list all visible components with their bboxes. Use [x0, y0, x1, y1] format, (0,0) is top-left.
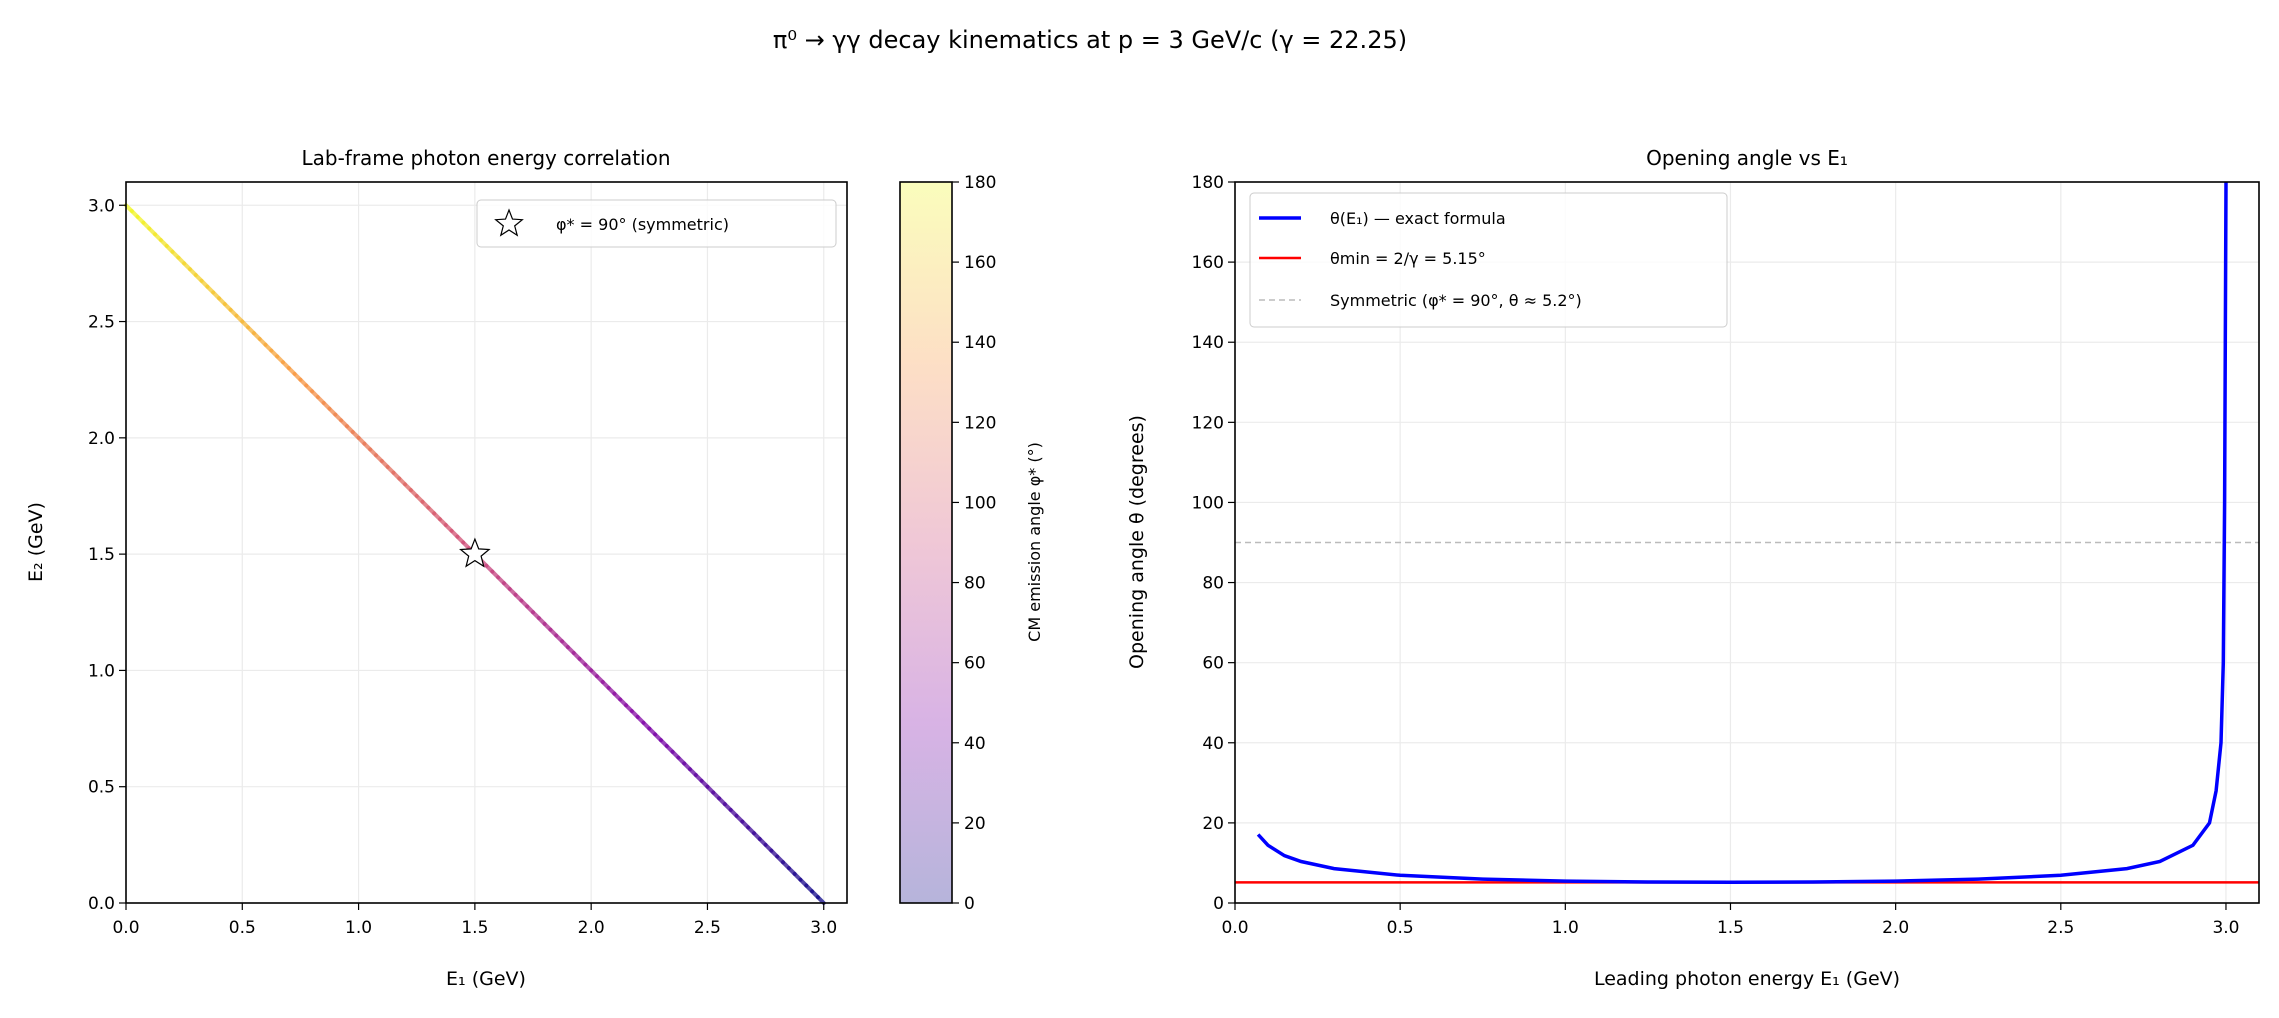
- left-ticks: 0.0 0.5 1.0 1.5 2.0 2.5 3.0 0.0 0.5 1.0 1.5 2.0 2.5 3…: [88, 196, 837, 938]
- legend-theta-min: θmin = 2/γ = 5.15°: [1330, 249, 1486, 268]
- colorbar-tick-label: 160: [964, 253, 996, 273]
- right-axes-frame: [1234, 181, 2260, 904]
- left-xtick-label: 3.0: [810, 918, 837, 938]
- right-xtick-label: 0.0: [1221, 918, 1248, 938]
- left-xtick-label: 2.5: [694, 918, 721, 938]
- figure-title: π⁰ → γγ decay kinematics at p = 3 GeV/c …: [773, 26, 1407, 54]
- colorbar-label: CM emission angle φ* (°): [1025, 442, 1044, 642]
- colorbar-tick-label: 40: [964, 734, 986, 754]
- right-xtick-label: 0.5: [1387, 918, 1414, 938]
- colorbar-tick-label: 140: [964, 333, 996, 353]
- left-xtick-label: 0.0: [112, 918, 139, 938]
- right-xtick-label: 2.0: [1882, 918, 1909, 938]
- right-ytick-label: 80: [1202, 574, 1224, 594]
- colorbar-tick-label: 60: [964, 654, 986, 674]
- right-ytick-label: 20: [1202, 814, 1224, 834]
- colorbar-gradient: [899, 181, 953, 904]
- right-ytick-label: 140: [1192, 333, 1224, 353]
- right-xlabel: Leading photon energy E₁ (GeV): [1594, 968, 1900, 990]
- right-ytick-label: 180: [1192, 173, 1224, 193]
- colorbar-tick-label: 100: [964, 493, 996, 513]
- legend-symmetric: Symmetric (φ* = 90°, θ ≈ 5.2°): [1330, 291, 1582, 310]
- right-ytick-label: 40: [1202, 734, 1224, 754]
- right-ticks: 0.0 0.5 1.0 1.5 2.0 2.5 3.0 0 20 40 60 80 100 120 140 1…: [1192, 173, 2240, 938]
- left-xtick-label: 1.5: [461, 918, 488, 938]
- left-legend: φ* = 90° (symmetric): [476, 199, 837, 248]
- right-xtick-label: 3.0: [2212, 918, 2239, 938]
- right-axes: 0.0 0.5 1.0 1.5 2.0 2.5 3.0 0 20 40 60 80 100 120 140 1…: [1126, 146, 2260, 990]
- left-ytick-label: 0.5: [88, 778, 115, 798]
- correlation-segment: [815, 895, 826, 905]
- left-xtick-label: 1.0: [345, 918, 372, 938]
- left-ytick-label: 2.0: [88, 429, 115, 449]
- left-ytick-label: 0.0: [88, 894, 115, 914]
- left-ylabel: E₂ (GeV): [25, 502, 47, 582]
- legend-exact: θ(E₁) — exact formula: [1330, 209, 1506, 228]
- energy-correlation-line: [124, 203, 826, 905]
- right-xtick-label: 1.5: [1717, 918, 1744, 938]
- right-title: Opening angle vs E₁: [1646, 146, 1848, 170]
- left-xtick-label: 2.0: [578, 918, 605, 938]
- star-icon: [494, 208, 524, 237]
- left-grid: [125, 182, 847, 904]
- colorbar-tick-label: 80: [964, 574, 986, 594]
- colorbar-tick-label: 20: [964, 814, 986, 834]
- left-xtick-label: 0.5: [229, 918, 256, 938]
- left-xlabel: E₁ (GeV): [446, 968, 526, 990]
- colorbar-tick-label: 0: [964, 894, 975, 914]
- right-series: [1235, 181, 2259, 885]
- left-ytick-label: 2.5: [88, 313, 115, 333]
- right-ylabel: Opening angle θ (degrees): [1126, 415, 1148, 669]
- right-legend: θ(E₁) — exact formula θmin = 2/γ = 5.15°…: [1249, 192, 1728, 328]
- left-ytick-label: 3.0: [88, 196, 115, 216]
- right-ytick-label: 120: [1192, 413, 1224, 433]
- left-ytick-label: 1.0: [88, 661, 115, 681]
- exact-theta-curve: [1256, 181, 2228, 885]
- left-ytick-label: 1.5: [88, 545, 115, 565]
- right-ytick-label: 160: [1192, 253, 1224, 273]
- right-ytick-label: 100: [1192, 493, 1224, 513]
- right-xtick-label: 2.5: [2047, 918, 2074, 938]
- left-axes-frame: [125, 181, 848, 904]
- right-xtick-label: 1.0: [1552, 918, 1579, 938]
- colorbar-tick-label: 180: [964, 173, 996, 193]
- left-axes: 0.0 0.5 1.0 1.5 2.0 2.5 3.0 0.0 0.5 1.0 1.5 2.0 2.5 3…: [25, 146, 848, 990]
- right-ytick-label: 0: [1213, 894, 1224, 914]
- colorbar-tick-label: 120: [964, 413, 996, 433]
- symmetric-star-marker: [459, 537, 491, 568]
- colorbar-ticks: 0 20 40 60 80 100 120 140 160 180: [952, 173, 996, 914]
- right-ytick-label: 60: [1202, 654, 1224, 674]
- colorbar: 0 20 40 60 80 100 120 140 160 180 CM emission ang…: [899, 173, 1044, 914]
- left-title: Lab-frame photon energy correlation: [301, 146, 670, 170]
- legend-symmetric-star: φ* = 90° (symmetric): [556, 215, 729, 234]
